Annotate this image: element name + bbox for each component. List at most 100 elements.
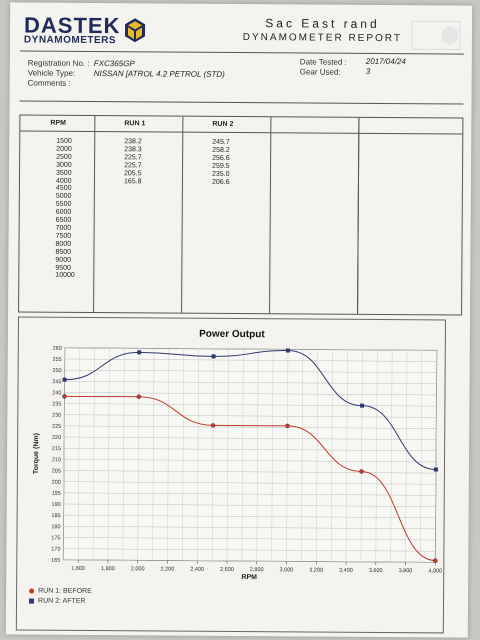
x-gridline [316, 349, 319, 562]
legend-item-run2: RUN 2: AFTER [29, 598, 86, 605]
y-tick-label: 165 [51, 558, 60, 564]
y-gridline [63, 481, 436, 485]
y-gridline [64, 459, 437, 463]
hexagon-logo-icon [124, 18, 146, 43]
run2-cell: 206.6 [211, 178, 230, 186]
run1-cell: 225.7 [124, 161, 142, 170]
report-title: DYNAMOMETER REPORT [242, 32, 403, 45]
y-gridline [63, 548, 436, 552]
rpm-cell: 8500 [55, 248, 72, 256]
y-tick-label: 215 [52, 446, 61, 452]
y-gridline [63, 514, 436, 518]
x-gridline [107, 348, 110, 561]
run1-header: RUN 1 [124, 120, 146, 128]
y-tick-label: 230 [52, 413, 61, 419]
run1-data-point [285, 423, 290, 429]
x-gridline [182, 348, 185, 561]
x-gridline [196, 348, 199, 561]
x-tick-label: 3,200 [309, 567, 323, 573]
x-tick-label: 1,600 [71, 566, 85, 572]
registration-row: Registration No. : [28, 59, 90, 68]
gear-value: 3 [365, 66, 371, 76]
rpm-cell: 4500 [55, 185, 72, 193]
y-gridline [64, 381, 437, 385]
y-gridline [64, 403, 437, 407]
rpm-cell: 6000 [55, 208, 72, 216]
dyno-report-sheet: DASTEK DYNAMOMETERS Sac East rand DYNAMO… [5, 2, 473, 638]
run2-data-point [433, 467, 438, 472]
rpm-cell: 5500 [55, 200, 72, 209]
run1-data-point [359, 469, 364, 474]
dastek-logo: DASTEK DYNAMOMETERS [24, 12, 154, 53]
date-label: Date Tested : [299, 57, 347, 67]
x-gridline [256, 349, 259, 562]
run2-data-point [137, 350, 142, 355]
x-gridline [435, 350, 438, 563]
faded-watermark-logo [411, 20, 461, 51]
y-gridline [63, 470, 436, 474]
x-gridline [420, 350, 423, 563]
run1-cell: 238.2 [124, 138, 142, 146]
y-gridline [64, 369, 437, 373]
rpm-cell: 6500 [55, 216, 72, 224]
x-gridline [301, 349, 304, 562]
y-tick-label: 170 [51, 547, 60, 553]
y-tick-label: 210 [52, 457, 61, 463]
x-gridline [77, 347, 80, 560]
date-value-box: 2017/04/24 [366, 57, 406, 66]
y-tick-label: 185 [51, 513, 60, 519]
x-gridline [375, 349, 378, 562]
gear-value-box: 3 [366, 67, 371, 76]
x-gridline [167, 348, 170, 561]
x-gridline [271, 349, 274, 562]
x-gridline [226, 348, 229, 561]
x-gridline [286, 349, 289, 562]
rpm-cell: 2500 [56, 153, 72, 161]
y-tick-label: 175 [51, 535, 60, 541]
x-tick-label: 2,400 [190, 567, 204, 573]
run2-cell: 259.5 [212, 162, 230, 170]
rpm-header: RPM [50, 119, 66, 127]
y-tick-label: 205 [52, 468, 61, 474]
results-table: RPM RUN 1 RUN 2 1500 2000 2500 3000 3500 4000… [18, 114, 464, 316]
y-gridline [64, 447, 437, 452]
run2-legend-swatch [29, 598, 35, 604]
y-gridline [63, 526, 436, 530]
comments-row: Comments : [28, 79, 71, 88]
run1-data-point [62, 394, 67, 399]
run1-cell: 225.7 [124, 154, 142, 162]
empty-column-4 [269, 117, 360, 314]
power-output-chart: Power Output 165 170 175 180 185 190 195 200 205… [15, 316, 447, 634]
y-tick-label: 225 [52, 424, 61, 430]
rpm-cell: 1500 [56, 137, 72, 145]
run2-values: 245.7 258.2 256.6 259.5 235.0 206.6 [212, 139, 230, 187]
registration-value: FXC365GP [93, 58, 135, 69]
y-gridline [63, 492, 436, 496]
rpm-cell: 3000 [56, 161, 72, 169]
rpm-cell: 9000 [55, 256, 72, 264]
rpm-cell: 7500 [55, 232, 72, 240]
company-name: Sac East rand [265, 16, 380, 31]
y-tick-label: 250 [52, 368, 61, 374]
x-gridline [330, 349, 333, 562]
chart-plot: 165 170 175 180 185 190 195 200 205 210 215 220 225 2… [33, 346, 442, 581]
y-axis-label: Torque (Nm) [33, 433, 40, 474]
run1-cell: 165.8 [123, 177, 142, 185]
y-tick-label: 235 [52, 401, 61, 407]
run1-cell: 205.5 [123, 169, 142, 177]
rpm-cell: 9500 [55, 264, 71, 272]
run1-data-point [210, 423, 216, 428]
legend-item-run1: RUN 1: BEFORE [29, 588, 92, 595]
y-tick-label: 245 [52, 379, 61, 385]
run2-cell: 235.0 [211, 170, 230, 178]
series-line-run2 [64, 349, 436, 471]
run1-data-point [433, 558, 438, 563]
gear-row: Gear Used: [300, 67, 341, 76]
y-gridline [64, 414, 437, 418]
date-value: 2017/04/24 [365, 56, 406, 67]
x-gridline [137, 348, 140, 561]
x-tick-label: 2,200 [161, 566, 175, 572]
y-tick-label: 260 [53, 346, 62, 352]
x-tick-label: 3,000 [280, 567, 294, 573]
run2-data-point [62, 377, 67, 382]
